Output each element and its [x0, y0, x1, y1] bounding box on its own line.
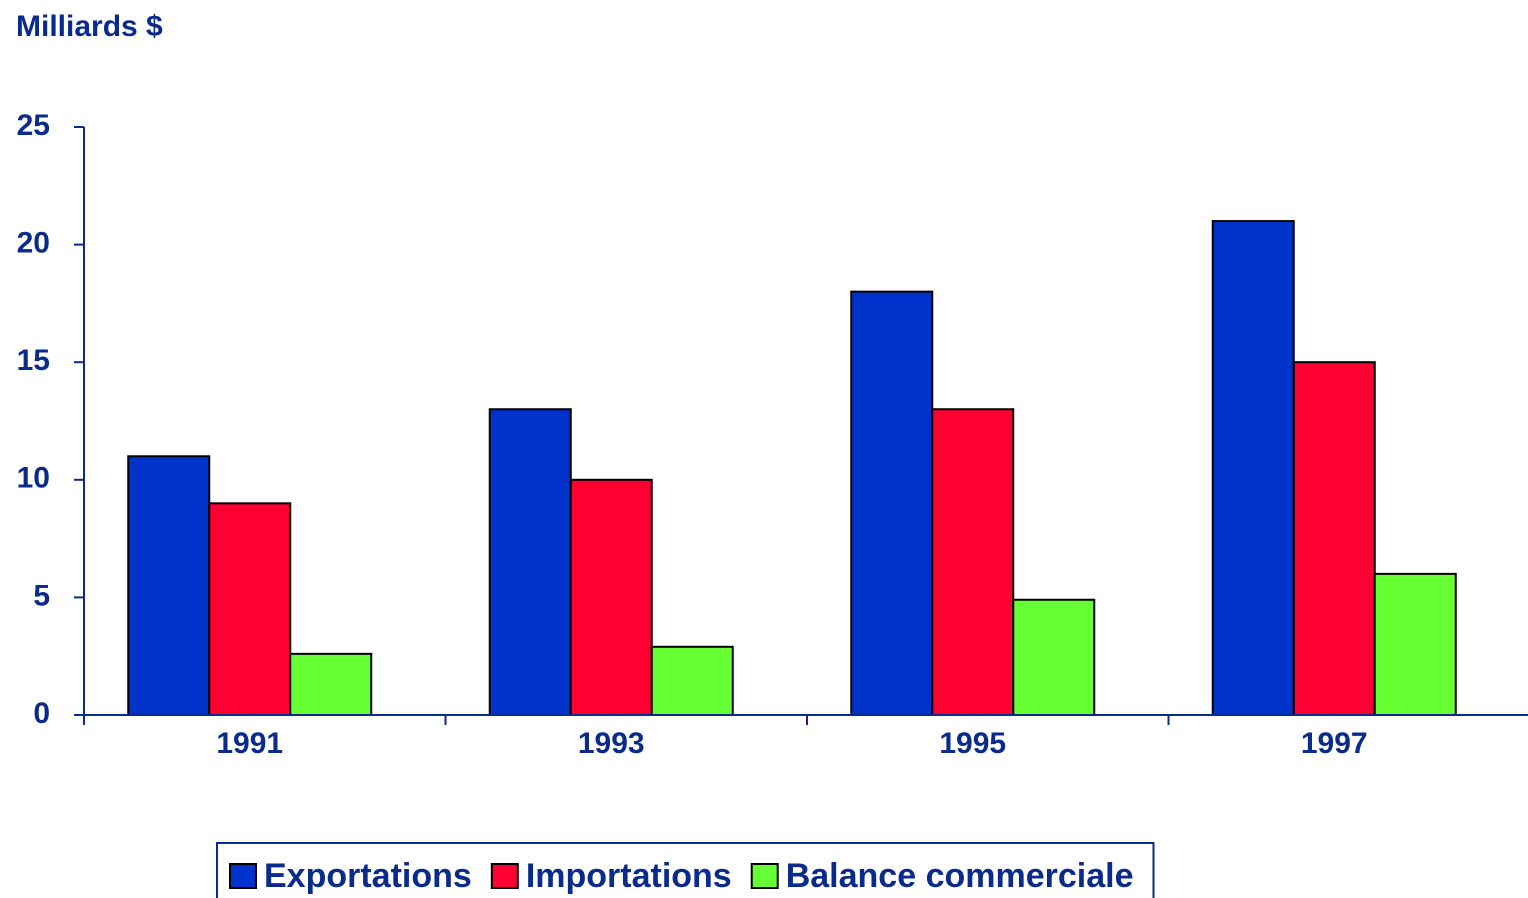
y-tick-label: 5 — [33, 579, 50, 612]
bar — [931, 408, 1015, 716]
legend-swatch — [750, 863, 779, 889]
bar — [850, 290, 934, 716]
bar — [289, 652, 373, 717]
x-tick-label: 1991 — [216, 727, 283, 760]
x-tick-label: 1993 — [578, 727, 645, 760]
x-tick-label: 1997 — [1301, 727, 1368, 760]
legend-swatch — [229, 863, 257, 889]
bar — [488, 408, 572, 716]
y-tick-label: 15 — [17, 344, 50, 377]
bar — [569, 478, 653, 716]
bar — [1012, 598, 1096, 717]
bar — [1373, 572, 1457, 716]
bar — [1211, 220, 1295, 717]
legend-box — [216, 842, 1155, 898]
legend-swatch — [490, 863, 519, 889]
y-tick-label: 10 — [17, 462, 50, 495]
y-tick-label: 25 — [17, 109, 50, 142]
bar — [127, 455, 211, 716]
bar — [650, 645, 734, 716]
legend-label: Importations — [526, 857, 732, 895]
legend-label: Balance commerciale — [786, 857, 1134, 895]
x-tick-label: 1995 — [939, 727, 1006, 760]
y-axis-label: Milliards $ — [16, 10, 163, 43]
legend-label: Exportations — [264, 857, 472, 895]
y-tick-label: 0 — [33, 697, 50, 730]
bar — [208, 502, 292, 716]
y-tick-label: 20 — [17, 227, 50, 260]
bar — [1292, 361, 1376, 716]
